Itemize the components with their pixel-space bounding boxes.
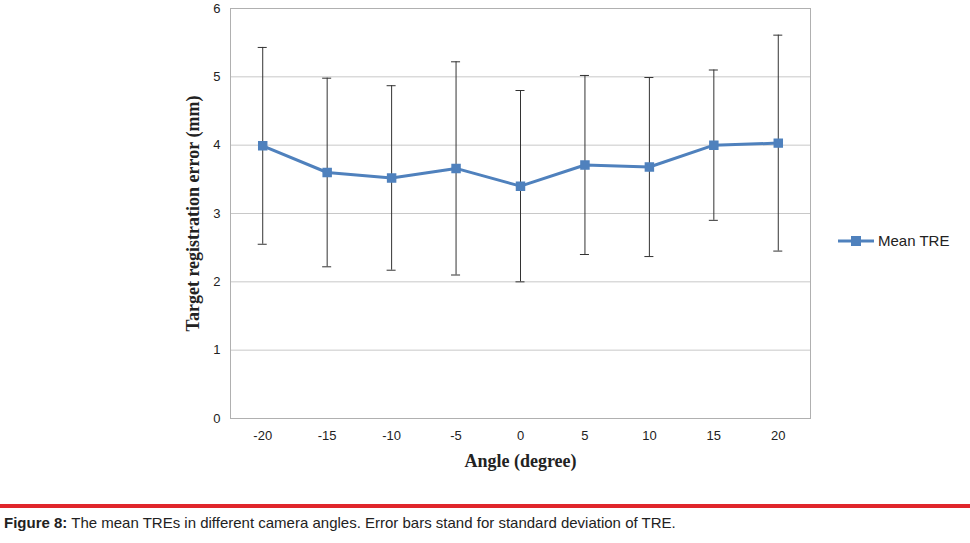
svg-text:3: 3 — [213, 206, 220, 221]
svg-text:15: 15 — [707, 428, 721, 443]
svg-text:10: 10 — [642, 428, 656, 443]
html-text:Mean TRE: Mean TRE — [878, 232, 950, 249]
svg-text:Target registration error (mm): Target registration error (mm) — [183, 96, 204, 332]
svg-text:-10: -10 — [382, 428, 401, 443]
svg-text:5: 5 — [213, 69, 220, 84]
svg-text:4: 4 — [213, 137, 220, 152]
svg-text:-5: -5 — [450, 428, 462, 443]
svg-text:1: 1 — [213, 342, 220, 357]
svg-text:6: 6 — [213, 1, 220, 16]
svg-text:0: 0 — [213, 411, 220, 426]
svg-text:0: 0 — [517, 428, 524, 443]
svg-text:5: 5 — [581, 428, 588, 443]
svg-text:Angle (degree): Angle (degree) — [464, 451, 576, 472]
svg-text:-15: -15 — [318, 428, 337, 443]
svg-text:20: 20 — [771, 428, 785, 443]
html-text:Figure 8: The mean TREs in dif: Figure 8: The mean TREs in different cam… — [4, 514, 676, 531]
svg-text:2: 2 — [213, 274, 220, 289]
svg-text:-20: -20 — [253, 428, 272, 443]
